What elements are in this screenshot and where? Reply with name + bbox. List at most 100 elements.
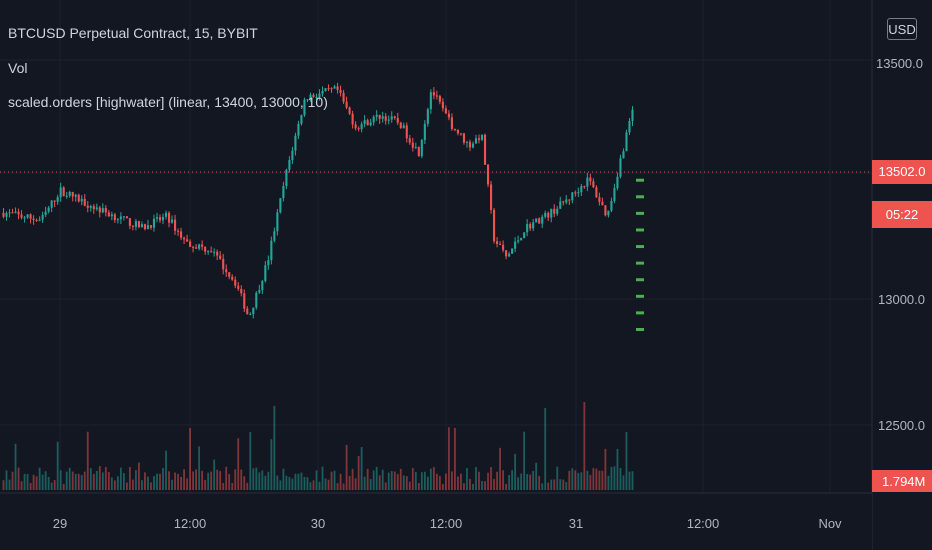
volume-bar [29, 483, 32, 490]
volume-bar [309, 482, 312, 490]
volume-bar [5, 470, 8, 490]
volume-bar [628, 471, 631, 490]
candle-body [155, 217, 159, 219]
volume-bar [357, 456, 360, 490]
volume-bar [493, 479, 495, 490]
volume-bar [255, 467, 258, 490]
volume-bar [189, 428, 191, 490]
candle-body [83, 198, 86, 206]
candle-body [396, 117, 399, 123]
volume-bar [538, 475, 541, 490]
volume-bar [125, 482, 128, 490]
volume-bar [315, 470, 318, 490]
candle-body [294, 135, 297, 151]
volume-bar [2, 480, 5, 490]
candle-body [453, 128, 456, 130]
volume-bar [451, 471, 453, 490]
volume-bar [47, 476, 50, 490]
candle-body [116, 219, 119, 221]
candle-body [186, 239, 189, 242]
price-tick: 13000.0 [878, 292, 925, 307]
volume-bar [282, 468, 285, 490]
time-tick-label: 12:00 [174, 516, 207, 531]
candle-body [122, 216, 125, 218]
candle-body [342, 92, 345, 102]
candle-body [273, 231, 276, 241]
volume-bar [219, 471, 222, 490]
volume-indicator-label[interactable]: Vol [8, 60, 28, 76]
candle-body [595, 187, 598, 198]
volume-bar [234, 469, 237, 490]
volume-bar [565, 481, 568, 490]
candle-body [161, 216, 165, 221]
candle-body [243, 293, 246, 309]
volume-bar [336, 483, 339, 490]
volume-bar [180, 476, 182, 490]
volume-bar [571, 468, 574, 490]
volume-bar [381, 469, 384, 490]
candle-body [291, 150, 294, 161]
volume-bar [243, 476, 246, 490]
candle-body [158, 217, 162, 221]
currency-button[interactable]: USD [887, 18, 917, 40]
volume-bar [601, 470, 604, 490]
candle-body [601, 201, 604, 206]
volume-bar [183, 469, 185, 490]
time-tick-label: 31 [569, 516, 583, 531]
volume-bar [423, 471, 426, 490]
candle-body [303, 99, 306, 116]
candle-body [152, 218, 156, 228]
candle-body [180, 231, 183, 238]
volume-bar [411, 467, 414, 490]
volume-bar [71, 471, 74, 490]
candle-body [207, 251, 210, 253]
volume-bar [50, 482, 53, 490]
volume-bar [619, 467, 622, 490]
candle-body [192, 246, 195, 248]
candle-body [613, 188, 616, 202]
candle-body [222, 258, 225, 270]
volume-bar [303, 476, 306, 490]
candle-body [604, 205, 607, 216]
candle-body [47, 207, 50, 212]
candle-body [459, 133, 463, 135]
volume-bar [514, 454, 517, 490]
time-axis: 29 12:00 30 12:00 31 12:00 Nov [53, 516, 842, 531]
candle-body [390, 116, 393, 120]
volume-bar [490, 467, 492, 490]
volume-bar [261, 470, 264, 490]
volume-bar [44, 471, 47, 490]
candle-body [288, 160, 291, 170]
candle-body [134, 221, 137, 227]
volume-bar [348, 475, 351, 490]
volume-bar [17, 467, 20, 490]
symbol-title[interactable]: BTCUSD Perpetual Contract, 15, BYBIT [8, 25, 258, 41]
volume-bar [429, 468, 432, 490]
candle-body [183, 237, 186, 240]
volume-bar [333, 470, 336, 490]
volume-bar [294, 473, 297, 490]
candle-body [228, 272, 231, 277]
candle-body [432, 92, 435, 96]
candle-body [198, 244, 201, 249]
volume-bar [529, 474, 532, 490]
volume-bar [279, 480, 282, 490]
candle-body [619, 158, 622, 177]
volume-bar [288, 477, 291, 490]
volume-bar [508, 475, 511, 490]
volume-bar [372, 470, 375, 490]
candle-body [556, 208, 559, 214]
candle-body [360, 123, 363, 130]
candle-body [468, 141, 472, 148]
price-axis-background [872, 0, 932, 550]
volume-bar [544, 408, 547, 490]
scaled-orders-indicator-label[interactable]: scaled.orders [highwater] (linear, 13400… [8, 94, 328, 110]
candle-body [450, 117, 453, 129]
volume-bar [222, 482, 225, 490]
volume-bar [339, 473, 342, 490]
volume-bar [228, 473, 231, 490]
candle-body [297, 123, 300, 136]
candle-body [508, 253, 511, 257]
volume-bar [92, 473, 95, 490]
